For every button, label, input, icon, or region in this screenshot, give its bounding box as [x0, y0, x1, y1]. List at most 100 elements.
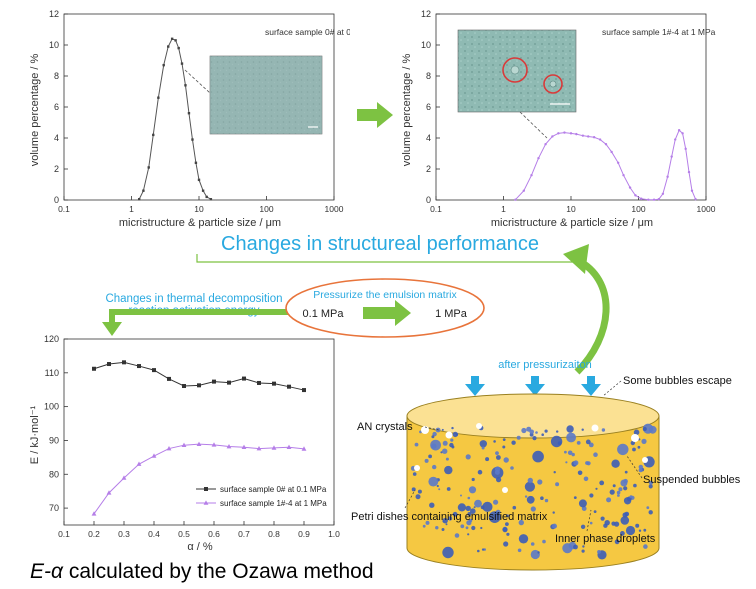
droplet — [432, 431, 437, 437]
psd-left-point — [201, 189, 205, 192]
legend-label: surface sample 0# at 0.1 MPa — [220, 485, 327, 494]
droplet — [638, 468, 643, 473]
droplet — [648, 484, 653, 489]
x-tick-label: 1 — [501, 204, 506, 214]
droplet — [582, 545, 585, 548]
x-tick-label: 0.9 — [298, 529, 310, 539]
droplet — [637, 445, 641, 449]
psd-chart-right: 0.1 1 10 100 1000 0 2 4 6 8 10 12 surface sample 1#… — [401, 9, 716, 229]
e-alpha-point — [227, 380, 231, 385]
droplet — [481, 548, 485, 551]
droplet — [555, 482, 560, 487]
psd-right-ylabel: volume percentage / % — [401, 54, 413, 167]
psd-right-point — [604, 143, 608, 146]
droplet — [425, 520, 430, 525]
e-alpha-point — [121, 475, 127, 480]
e-alpha-point — [197, 383, 201, 388]
droplet — [465, 454, 471, 460]
droplet — [601, 428, 606, 432]
e-alpha-ticks: 0.1 0.2 0.3 0.4 0.5 0.6 0.7 0.8 0.9 1.0 70 80 90 100 1… — [44, 334, 340, 539]
psd-left-point — [191, 138, 194, 141]
psd-right-point — [530, 174, 533, 177]
droplet — [442, 448, 448, 454]
droplet — [506, 514, 509, 518]
e-alpha-axes — [63, 338, 335, 526]
dispersed-droplets — [410, 423, 657, 560]
droplet — [624, 470, 628, 474]
e-alpha-point — [301, 446, 307, 451]
droplet — [573, 544, 578, 550]
green-arrow-right — [357, 102, 393, 128]
y-tick-label: 120 — [44, 334, 59, 344]
e-alpha-point — [136, 461, 142, 466]
x-tick-label: 0.1 — [430, 204, 442, 214]
e-alpha-point — [256, 445, 262, 451]
psd-right-point — [622, 174, 625, 177]
droplet — [611, 459, 620, 468]
droplet — [593, 452, 598, 457]
y-tick-label: 12 — [49, 9, 59, 19]
label-suspended-bubbles: Suspended bubbles — [643, 474, 741, 486]
droplet — [564, 450, 567, 454]
y-tick-label: 70 — [49, 503, 59, 513]
droplet — [518, 519, 524, 526]
e-alpha-point — [287, 384, 291, 389]
droplet — [585, 439, 591, 445]
droplet — [643, 528, 647, 532]
inset-pointer-right — [519, 111, 548, 139]
droplet — [614, 539, 620, 545]
x-tick-label: 1.0 — [328, 529, 340, 539]
droplet — [565, 461, 568, 464]
bubble-2 — [549, 80, 557, 88]
droplet — [441, 528, 445, 531]
droplet — [510, 466, 514, 470]
psd-left-point — [180, 62, 184, 65]
droplet — [581, 549, 585, 553]
droplet — [493, 440, 496, 443]
caption-prefix: E- — [30, 560, 51, 583]
droplet — [625, 525, 636, 536]
y-tick-label: 10 — [49, 40, 59, 50]
y-tick-label: 12 — [421, 9, 431, 19]
thermal-note-line1: Changes in thermal decomposition — [105, 293, 283, 305]
droplet — [428, 454, 432, 459]
droplet — [447, 516, 453, 521]
droplet — [566, 432, 576, 443]
psd-left-point — [137, 198, 141, 201]
droplet — [474, 499, 482, 508]
x-tick-label: 10 — [566, 204, 576, 214]
psd-right-point — [684, 147, 687, 151]
droplet — [524, 495, 528, 498]
droplet — [638, 529, 642, 532]
droplet — [471, 525, 476, 531]
droplet — [432, 464, 437, 470]
droplet — [588, 442, 594, 448]
droplet — [516, 435, 521, 440]
psd-right-point — [670, 155, 673, 158]
y-tick-label: 6 — [54, 102, 59, 112]
droplet — [532, 450, 544, 463]
psd-right-point — [640, 197, 643, 200]
psd-right-point — [647, 198, 650, 201]
micrograph-texture-left — [210, 56, 322, 134]
droplet — [460, 494, 462, 497]
x-tick-label: 0.1 — [58, 529, 70, 539]
droplet — [417, 489, 422, 494]
droplet — [553, 471, 556, 474]
e-alpha-point — [167, 376, 171, 381]
psd-right-point — [563, 131, 566, 134]
droplet — [597, 550, 601, 554]
psd-left-xlabel: micristructure & particle size / μm — [119, 217, 281, 229]
e-alpha-point — [122, 360, 126, 365]
e-alpha-point — [91, 511, 97, 516]
droplet — [435, 526, 439, 530]
psd-left-point — [194, 161, 198, 164]
psd-left-point — [157, 96, 160, 99]
e-alpha-point — [241, 444, 247, 450]
droplet — [431, 435, 435, 439]
bubble-1 — [510, 65, 520, 75]
droplet — [544, 429, 548, 433]
x-tick-label: 10 — [194, 204, 204, 214]
droplet — [445, 523, 448, 526]
y-tick-label: 110 — [45, 368, 59, 378]
